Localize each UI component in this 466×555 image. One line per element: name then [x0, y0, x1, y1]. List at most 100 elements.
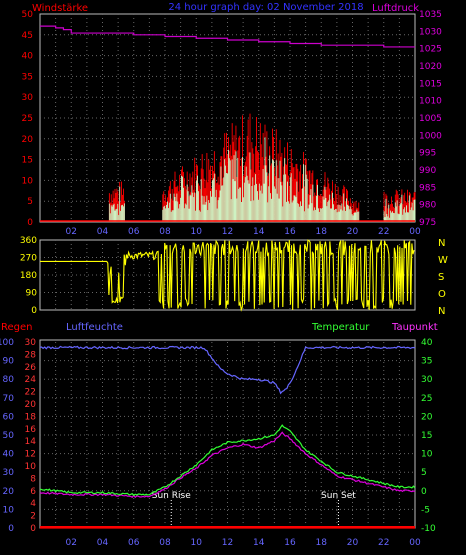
temp-x-tick: 10: [191, 538, 203, 548]
humidity-y-tick: 90: [3, 357, 15, 367]
wind-x-tick: 08: [159, 227, 171, 237]
wind-y-tick: 20: [22, 135, 34, 145]
rain-y-tick: 6: [30, 487, 36, 497]
pressure-y-tick: 1035: [419, 10, 442, 20]
humidity-axis-title: Luftfeuchte: [66, 322, 123, 333]
temp-y-tick: 15: [421, 431, 432, 441]
direction-y-tick: 180: [20, 271, 37, 281]
temp-y-tick: 35: [421, 357, 432, 367]
pressure-y-tick: 985: [419, 183, 436, 193]
temp-x-tick: 08: [159, 538, 171, 548]
temp-y-tick: -5: [421, 505, 430, 515]
temp-y-tick: 10: [421, 450, 433, 460]
rain-y-tick: 30: [25, 338, 37, 348]
temp-x-tick: 04: [97, 538, 109, 548]
rain-y-tick: 8: [30, 474, 36, 484]
pressure-y-tick: 995: [419, 149, 436, 159]
rain-y-tick: 18: [25, 412, 37, 422]
direction-y-tick: 0: [31, 306, 37, 316]
pressure-y-tick: 975: [419, 218, 436, 228]
wind-x-tick: 02: [66, 227, 77, 237]
wind-x-tick: 14: [253, 227, 265, 237]
wind-x-tick: 04: [97, 227, 109, 237]
wind-x-tick: 10: [191, 227, 203, 237]
wind-y-tick: 25: [22, 114, 33, 124]
rain-y-tick: 0: [30, 524, 36, 534]
pressure-y-tick: 1015: [419, 79, 442, 89]
pressure-y-tick: 1010: [419, 97, 442, 107]
temperature-line: [39, 424, 416, 497]
pressure-y-tick: 980: [419, 201, 436, 211]
rain-y-tick: 10: [25, 462, 37, 472]
humidity-y-tick: 40: [3, 450, 15, 460]
temp-y-tick: 40: [421, 338, 433, 348]
pressure-y-tick: 1000: [419, 131, 442, 141]
humidity-line: [39, 345, 416, 395]
temp-x-tick: 22: [378, 538, 389, 548]
temp-x-tick: 20: [347, 538, 359, 548]
rain-y-tick: 26: [25, 363, 37, 373]
rain-axis-title: Regen: [1, 322, 33, 333]
rain-y-tick: 28: [25, 350, 37, 360]
wind-y-tick: 45: [22, 31, 33, 41]
humidity-y-tick: 0: [8, 524, 14, 534]
sunset-label: Sun Set: [321, 491, 356, 501]
wind-y-tick: 30: [22, 93, 34, 103]
pressure-y-tick: 1025: [419, 45, 442, 55]
wind-x-tick: 16: [284, 227, 296, 237]
sunrise-label: Sun Rise: [152, 491, 191, 501]
temp-y-tick: 25: [421, 394, 432, 404]
humidity-y-tick: 60: [3, 412, 15, 422]
dewpoint-line: [39, 431, 416, 499]
rain-y-tick: 12: [25, 450, 36, 460]
wind-y-tick: 10: [22, 176, 34, 186]
temp-y-tick: 0: [421, 487, 427, 497]
rain-y-tick: 22: [25, 388, 36, 398]
rain-y-tick: 16: [25, 425, 37, 435]
wind-x-tick: 12: [222, 227, 233, 237]
rain-y-tick: 24: [25, 375, 37, 385]
dewpoint-axis-title: Taupunkt: [391, 322, 438, 333]
temp-x-tick: 16: [284, 538, 296, 548]
wind-x-tick: 22: [378, 227, 389, 237]
humidity-y-tick: 100: [0, 338, 14, 348]
wind-axis-title: Windstärke: [32, 3, 88, 14]
wind-y-tick: 15: [22, 156, 33, 166]
temp-x-tick: 12: [222, 538, 233, 548]
pressure-axis-title: Luftdruck: [372, 3, 419, 14]
wind-y-tick: 5: [27, 197, 33, 207]
temp-x-tick: 18: [316, 538, 328, 548]
rain-y-tick: 20: [25, 400, 37, 410]
direction-y-tick: 90: [26, 289, 38, 299]
wind-y-tick: 35: [22, 72, 33, 82]
temp-x-tick: 14: [253, 538, 265, 548]
pressure-y-tick: 1005: [419, 114, 442, 124]
direction-y-tick: 360: [20, 236, 37, 246]
temp-x-tick: 00: [409, 538, 421, 548]
temp-y-tick: 5: [421, 468, 427, 478]
wind-y-tick: 50: [22, 10, 34, 20]
pressure-line: [40, 25, 415, 48]
rain-y-tick: 14: [25, 437, 37, 447]
humidity-y-tick: 80: [3, 375, 15, 385]
wind-x-tick: 20: [347, 227, 359, 237]
pressure-y-tick: 990: [419, 166, 436, 176]
wind-x-tick: 18: [316, 227, 328, 237]
temperature-axis-title: Temperatur: [311, 322, 370, 333]
wind-y-tick: 0: [27, 218, 33, 228]
humidity-y-tick: 50: [3, 431, 15, 441]
humidity-y-tick: 10: [3, 505, 15, 515]
pressure-y-tick: 1030: [419, 27, 442, 37]
temp-y-tick: 20: [421, 412, 433, 422]
rain-y-tick: 4: [30, 499, 36, 509]
wind-x-tick: 06: [128, 227, 140, 237]
wind-x-tick: 00: [409, 227, 421, 237]
humidity-y-tick: 30: [3, 468, 15, 478]
temp-x-tick: 06: [128, 538, 140, 548]
compass-label: S: [438, 272, 444, 283]
compass-label: N: [438, 306, 445, 317]
temp-y-tick: -10: [421, 524, 436, 534]
temp-y-tick: 30: [421, 375, 433, 385]
pressure-y-tick: 1020: [419, 62, 442, 72]
